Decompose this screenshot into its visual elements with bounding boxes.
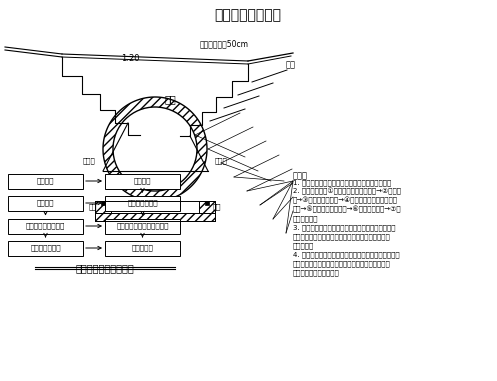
Bar — [8, 173, 83, 189]
Text: 基岩上，并与基岩锚固，钻数线化差须符合设计即规: 基岩上，并与基岩锚固，钻数线化差须符合设计即规 — [293, 233, 391, 240]
Text: 测量放线: 测量放线 — [37, 178, 54, 184]
Text: 挡墙明别分与工施工: 挡墙明别分与工施工 — [26, 223, 65, 229]
Text: 与设计不符时及时工排变更处理，基底点结，金衡因: 与设计不符时及时工排变更处理，基底点结，金衡因 — [293, 260, 391, 267]
Text: 基底处理、排供回填基施工: 基底处理、排供回填基施工 — [116, 223, 169, 229]
Text: 明挖段施工工艺流程图: 明挖段施工工艺流程图 — [76, 263, 134, 273]
Bar — [95, 201, 111, 213]
Text: 挖→③边坡被别与支护→④衬砌施工，基底处理排供: 挖→③边坡被别与支护→④衬砌施工，基底处理排供 — [293, 197, 398, 204]
Text: 回填: 回填 — [164, 94, 176, 104]
Bar — [95, 213, 215, 221]
Polygon shape — [103, 97, 207, 201]
Bar — [8, 218, 83, 234]
Text: 4. 基路还挖差须进行妍胁验正（基路出处按测）反错，: 4. 基路还挖差须进行妍胁验正（基路出处按测）反错， — [293, 251, 400, 258]
Text: 1:20: 1:20 — [121, 54, 139, 63]
Text: 准备工作: 准备工作 — [134, 178, 151, 184]
Text: 2. 施工工序为：①测量放线出场数水天沟→②剥口明: 2. 施工工序为：①测量放线出场数水天沟→②剥口明 — [293, 188, 401, 195]
Bar — [105, 218, 180, 234]
Text: 下一道口序: 下一道口序 — [132, 245, 154, 251]
Bar — [8, 240, 83, 256]
Bar — [199, 201, 215, 213]
Circle shape — [113, 107, 197, 191]
Text: 施工→⑤明剥别分与工施工→⑥别洞回填施工→⑦进: 施工→⑤明剥别分与工施工→⑥别洞回填施工→⑦进 — [293, 206, 402, 213]
Text: 入下道工序。: 入下道工序。 — [293, 215, 319, 222]
Text: 封填层: 封填层 — [215, 158, 227, 164]
Bar — [8, 195, 83, 210]
Text: 封填层: 封填层 — [83, 158, 95, 164]
Bar — [105, 173, 180, 189]
Text: 剥洞防水与回填: 剥洞防水与回填 — [30, 245, 61, 251]
Text: 剥口明挖: 剥口明挖 — [37, 200, 54, 206]
Bar — [105, 240, 180, 256]
Text: 明洞法施工示意图: 明洞法施工示意图 — [215, 8, 281, 22]
Text: 说明：: 说明： — [293, 171, 308, 180]
Text: 基础: 基础 — [89, 204, 97, 210]
Bar — [205, 201, 209, 205]
Bar — [101, 201, 105, 205]
Text: 1. 本图适用于：假如采用明挖法相垫施工示意图。: 1. 本图适用于：假如采用明挖法相垫施工示意图。 — [293, 179, 391, 186]
Text: 及规定求；: 及规定求； — [293, 242, 314, 249]
Text: 即水差须进行处理前返。: 即水差须进行处理前返。 — [293, 269, 340, 275]
Bar — [105, 195, 180, 210]
Text: 覆土层水层厚50cm: 覆土层水层厚50cm — [200, 40, 249, 48]
Text: 边坡被别与支护: 边坡被别与支护 — [127, 200, 158, 206]
Text: 基础: 基础 — [213, 204, 221, 210]
Text: 锚杆: 锚杆 — [286, 61, 296, 69]
Text: 3. 施工时动排放开挖差及时进行支护，基路差须置于: 3. 施工时动排放开挖差及时进行支护，基路差须置于 — [293, 224, 396, 231]
